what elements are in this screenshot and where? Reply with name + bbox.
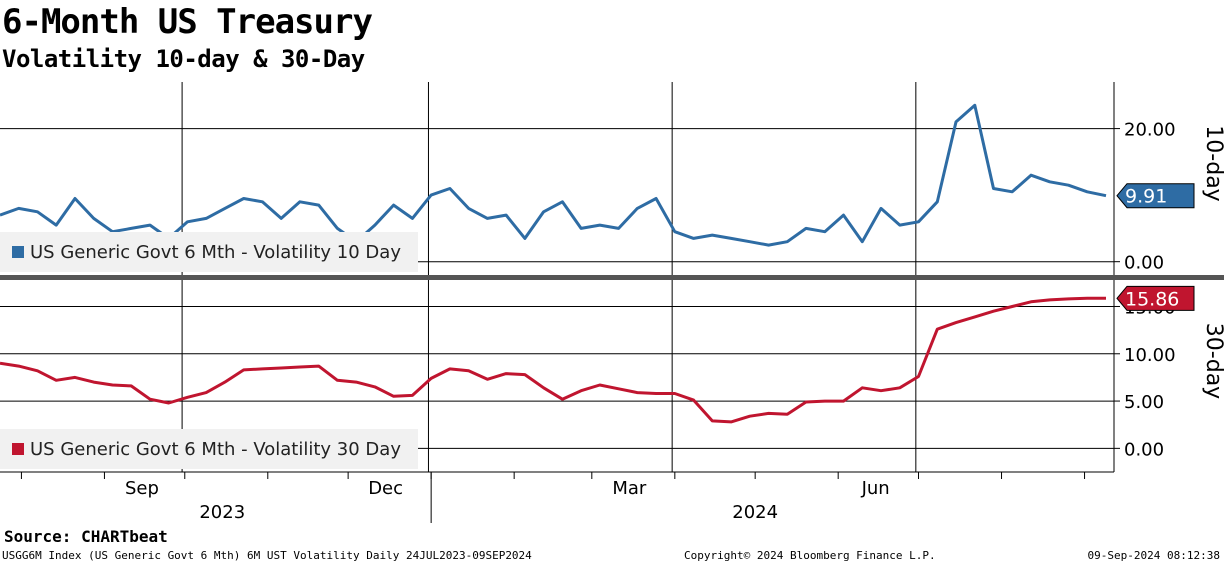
y-tick-label: 10.00 [1124,345,1176,366]
x-tick-label: Sep [125,478,159,499]
last-value-tag: 15.86 [1116,285,1195,311]
y-axis-title: 10-day [1201,125,1224,201]
source-note: Source: CHARTbeat [4,527,168,546]
y-tick-label: 5.00 [1124,392,1164,413]
panel-divider [0,275,1224,280]
series-line [0,103,1107,247]
legend-label-10day: US Generic Govt 6 Mth - Volatility 10 Da… [30,241,401,263]
x-tick-label: Mar [612,478,647,499]
legend-swatch-10day [12,246,24,258]
x-tick-label: Dec [368,478,403,499]
last-value-tag-label: 15.86 [1125,288,1179,310]
footer-timestamp: 09-Sep-2024 08:12:38 [1087,549,1220,562]
legend-swatch-30day [12,443,24,455]
footer-index-info: USGG6M Index (US Generic Govt 6 Mth) 6M … [2,549,532,562]
year-label: 2024 [732,502,778,523]
last-value-tag-bg [1116,285,1195,311]
y-tick-label: 0.00 [1124,439,1164,460]
x-tick-label: Jun [861,478,890,499]
last-value-tag: 9.91 [1116,183,1195,209]
y-axis-title: 30-day [1201,323,1224,399]
y-tick-label: 20.00 [1124,120,1176,141]
y-tick-label: 0.00 [1124,253,1164,274]
legend-label-30day: US Generic Govt 6 Mth - Volatility 30 Da… [30,438,401,460]
last-value-tag-label: 9.91 [1125,186,1167,208]
footer-copyright: Copyright© 2024 Bloomberg Finance L.P. [684,549,936,562]
chart-title: 6-Month US Treasury [2,2,373,42]
legend-10day: US Generic Govt 6 Mth - Volatility 10 Da… [0,232,418,272]
legend-30day: US Generic Govt 6 Mth - Volatility 30 Da… [0,429,418,469]
year-label: 2023 [199,502,245,523]
last-value-tag-bg [1116,183,1195,209]
chart-subtitle: Volatility 10-day & 30-Day [2,45,365,73]
series-line [0,296,1106,424]
